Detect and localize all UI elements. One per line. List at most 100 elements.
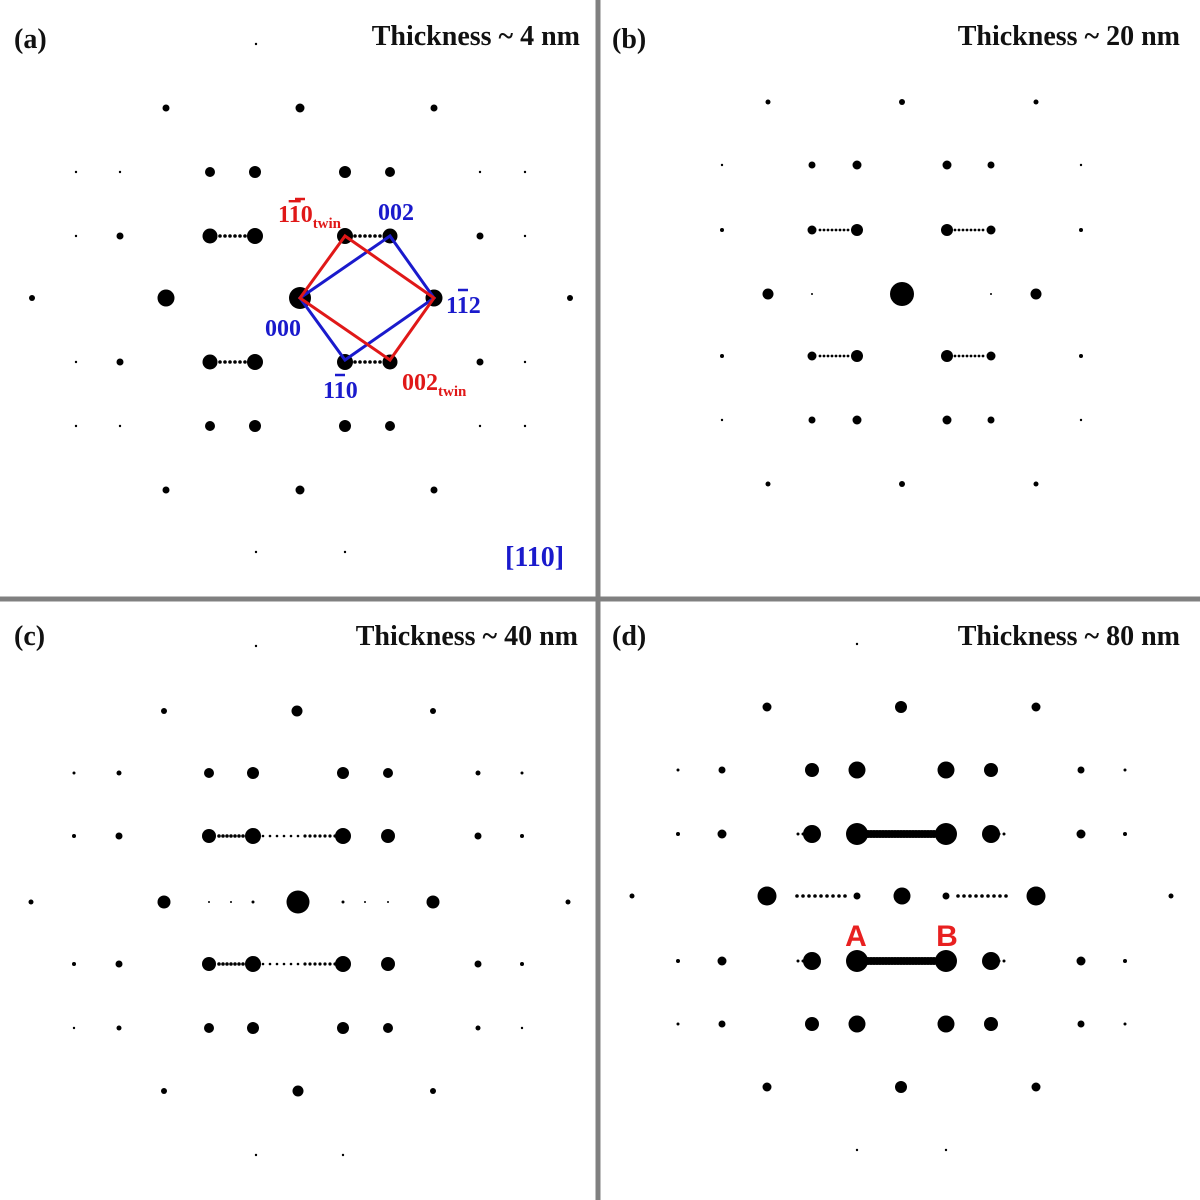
diffraction-spot [899, 481, 905, 487]
diffraction-spot [834, 228, 838, 232]
diffraction-spot [28, 899, 34, 905]
diffraction-spot [339, 166, 351, 178]
diffraction-spot [228, 360, 232, 364]
diffraction-spot [803, 825, 821, 843]
diffraction-spot [718, 1020, 726, 1028]
diffraction-spot [981, 228, 985, 232]
diffraction-spot [318, 962, 322, 966]
diffraction-spot [261, 962, 265, 966]
diffraction-spot [957, 354, 961, 358]
diffraction-spot [478, 170, 482, 174]
diffraction-spot [1123, 768, 1127, 772]
diffraction-spot [969, 228, 973, 232]
diffraction-spot [333, 834, 337, 838]
diffraction-spot [157, 895, 171, 909]
diffraction-spot [843, 894, 847, 898]
diffraction-spot [72, 834, 76, 838]
diffraction-spot [895, 1081, 907, 1093]
diffraction-spot [313, 834, 317, 838]
diffraction-spot [826, 354, 830, 358]
diffraction-spot [1076, 956, 1086, 966]
diffraction-spot [846, 228, 850, 232]
diffraction-spot [339, 420, 351, 432]
diffraction-spot [430, 1088, 436, 1094]
diffraction-spot [986, 894, 990, 898]
diffraction-spot [353, 360, 357, 364]
diffraction-spot [825, 894, 829, 898]
diffraction-spot [243, 234, 247, 238]
diffraction-spot [980, 894, 984, 898]
diffraction-spot [941, 224, 953, 236]
diffraction-spot [238, 360, 242, 364]
diffraction-spot [204, 1023, 214, 1033]
diffraction-spot [72, 771, 76, 775]
diffraction-spot [762, 702, 772, 712]
diffraction-spot [478, 424, 482, 428]
diffraction-spot [247, 1022, 259, 1034]
diffraction-spot [118, 424, 122, 428]
diffraction-spot [74, 424, 78, 428]
diffraction-spot [523, 170, 527, 174]
matrix-unit-cell [297, 233, 437, 363]
panel-d-thickness: Thickness ~ 80 nm [958, 621, 1180, 652]
diffraction-spot [286, 890, 310, 914]
diffraction-spot [475, 770, 481, 776]
diffraction-spot [308, 962, 312, 966]
diffraction-spot [341, 900, 345, 904]
diffraction-spot [385, 421, 395, 431]
diffraction-spot [853, 892, 861, 900]
diffraction-spot [295, 103, 305, 113]
diffraction-spot [984, 1017, 998, 1031]
diffraction-spot [162, 486, 170, 494]
diffraction-spot [254, 1153, 258, 1157]
diffraction-spot [373, 360, 377, 364]
diffraction-spot [565, 899, 571, 905]
index-matrix-002: 002 [378, 200, 414, 226]
diffraction-spot [115, 960, 123, 968]
diffraction-spot [953, 228, 957, 232]
diffraction-spot [295, 485, 305, 495]
diffraction-spot [474, 832, 482, 840]
diffraction-spot [523, 424, 527, 428]
diffraction-spot [846, 950, 868, 972]
diffraction-spot [986, 225, 996, 235]
diffraction-spot [805, 1017, 819, 1031]
diffraction-spot [965, 228, 969, 232]
diffraction-spot [982, 825, 1000, 843]
index-matrix-1b2: 112 [446, 293, 481, 319]
diffraction-spot [229, 962, 233, 966]
diffraction-spot [368, 360, 372, 364]
diffraction-spot [383, 768, 393, 778]
diffraction-spot [520, 1026, 524, 1030]
diffraction-spot [202, 354, 218, 370]
panel-b-thickness: Thickness ~ 20 nm [958, 21, 1180, 52]
diffraction-spot [1026, 886, 1046, 906]
diffraction-spot [118, 170, 122, 174]
diffraction-spot [801, 832, 805, 836]
diffraction-spot [230, 901, 232, 903]
diffraction-spot [822, 228, 826, 232]
diffraction-spot [965, 354, 969, 358]
diffraction-spot [998, 894, 1002, 898]
diffraction-spot [363, 360, 367, 364]
diffraction-spot [838, 354, 842, 358]
diffraction-spot [289, 834, 293, 838]
diffraction-spot [225, 962, 229, 966]
diffraction-spot [335, 828, 351, 844]
diffraction-spot [629, 893, 635, 899]
diffraction-spot [523, 234, 527, 238]
diffraction-spot [430, 104, 438, 112]
diffraction-spot [765, 99, 771, 105]
diffraction-spot [74, 170, 78, 174]
diffraction-spot [268, 962, 272, 966]
diffraction-spot [323, 962, 327, 966]
diffraction-spot [245, 828, 261, 844]
diffraction-spot [720, 163, 724, 167]
diffraction-spot [337, 1022, 349, 1034]
diffraction-spot [953, 354, 957, 358]
diffraction-spot [275, 962, 279, 966]
diffraction-spot [895, 701, 907, 713]
diffraction-spot [116, 232, 124, 240]
diffraction-spot [720, 354, 724, 358]
diffraction-spot [846, 354, 850, 358]
